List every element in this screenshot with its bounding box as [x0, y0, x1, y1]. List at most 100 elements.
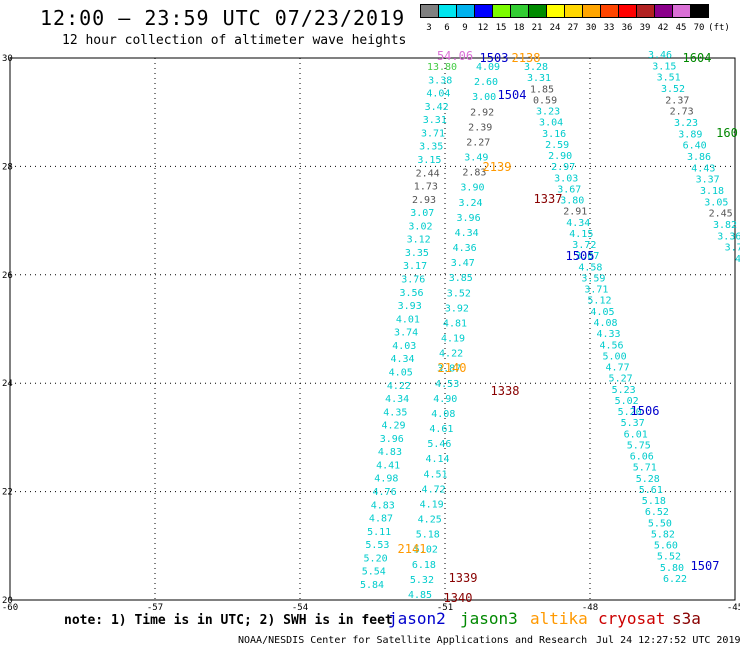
lat-tick-label: 20 [2, 596, 13, 606]
wave-height-label: 3.67 [557, 184, 581, 195]
wave-height-label: 4.72 [422, 484, 446, 495]
wave-height-label: 4.14 [425, 454, 449, 465]
wave-height-label: 4.87 [369, 514, 393, 525]
wave-height-label: 5.18 [416, 530, 440, 541]
color-swatch-label: 9 [462, 23, 468, 33]
lat-tick-label: 26 [2, 271, 13, 281]
wave-height-label: 5.61 [639, 485, 663, 496]
wave-height-label: 4.98 [374, 474, 398, 485]
wave-height-label: 3.7 [725, 243, 740, 254]
wave-height-label: 3.07 [410, 208, 434, 219]
pass-number-label: 1338 [491, 384, 520, 398]
lat-tick-label: 28 [2, 162, 13, 172]
color-swatch-label: 12 [477, 23, 489, 33]
wave-height-label: 6.52 [645, 507, 669, 518]
lon-tick-label: -51 [437, 603, 453, 613]
pass-number-label: 1604 [683, 51, 712, 65]
wave-height-label: 4.08 [431, 409, 455, 420]
wave-height-label: 5.20 [618, 407, 642, 418]
color-swatch-label: 3 [426, 23, 432, 33]
wave-height-label: 3.04 [539, 118, 563, 129]
wave-height-label: 3.17 [403, 261, 427, 272]
color-swatch-label: 21 [531, 23, 543, 33]
pass-number-label: 1339 [449, 571, 478, 585]
color-swatch-label: 39 [639, 23, 651, 33]
wave-height-label: 5.20 [364, 553, 388, 564]
wave-height-label: 4.34 [385, 394, 409, 405]
pass-number-label: 2138 [512, 51, 541, 65]
wave-height-label: 3.93 [398, 301, 422, 312]
wave-height-label: 3.82 [713, 220, 737, 231]
wave-height-label: 3.00 [472, 92, 496, 103]
color-swatch-label: 70 [693, 23, 705, 33]
color-scale-legend: 3 6 9 12 15 18 21 24 27 30 33 36 39 42 45 70 (ft) [420, 4, 730, 38]
wave-height-label: 3.89 [678, 129, 702, 140]
wave-height-label: 1.85 [530, 84, 554, 95]
wave-height-label: 2.44 [416, 168, 440, 179]
wave-height-label: 3.28 [524, 62, 548, 73]
pass-number-label: 1507 [691, 559, 720, 573]
wave-height-label: 3.87 [437, 364, 461, 375]
wave-height-label: 5.12 [587, 296, 611, 307]
wave-height-label: 3.86 [687, 152, 711, 163]
wave-height-label: 4.85 [408, 590, 432, 601]
wave-height-label: 5.11 [367, 527, 391, 538]
wave-height-label: 1.73 [414, 182, 438, 193]
color-swatch-label: 24 [549, 23, 561, 33]
wave-height-label: 5.82 [651, 529, 675, 540]
wave-height-label: 4.19 [441, 334, 465, 345]
wave-height-label: 3.56 [399, 288, 423, 299]
pass-number-label: 2139 [483, 160, 512, 174]
wave-height-label: 4.81 [443, 318, 467, 329]
lat-tick-label: 24 [2, 379, 13, 389]
wave-height-label: 4.34 [390, 354, 414, 365]
satellite-legend-item: altika [530, 609, 588, 628]
wave-height-label: 3.23 [536, 107, 560, 118]
wave-height-label: 3.24 [458, 198, 482, 209]
wave-height-label: 2.93 [412, 195, 436, 206]
wave-height-label: 3.03 [554, 173, 578, 184]
wave-height-label: 3.90 [460, 183, 484, 194]
color-swatch [690, 4, 709, 18]
wave-height-label: 5.46 [427, 439, 451, 450]
wave-height-label: 2.92 [470, 107, 494, 118]
color-swatch-label: 33 [603, 23, 615, 33]
wave-height-label: 6.06 [630, 452, 654, 463]
satellite-legend-item: jason3 [460, 609, 518, 628]
color-swatch-label: 27 [567, 23, 579, 33]
color-swatch-label: 30 [585, 23, 597, 33]
lon-tick-label: -54 [292, 603, 308, 613]
wave-height-label: 13.80 [427, 62, 457, 73]
wave-height-label: 2.73 [670, 107, 694, 118]
lat-tick-label: 22 [2, 488, 13, 498]
wave-height-label: 2.37 [665, 95, 689, 106]
wave-height-label: 2.90 [548, 151, 572, 162]
wave-height-label: 4.19 [420, 499, 444, 510]
wave-height-label: 3.35 [405, 248, 429, 259]
wave-height-label: 4.83 [371, 500, 395, 511]
color-swatch-label: 42 [657, 23, 669, 33]
wave-height-label: 4.61 [429, 424, 453, 435]
wave-height-label: 4.43 [691, 163, 715, 174]
wave-height-label: 3.72 [572, 240, 596, 251]
wave-height-label: 3.15 [652, 61, 676, 72]
wave-height-label: 4.09 [476, 62, 500, 73]
wave-height-label: 4.05 [590, 307, 614, 318]
wave-height-label: 5.27 [609, 374, 633, 385]
pass-number-label: 1337 [534, 192, 563, 206]
wave-height-label: 3.76 [401, 275, 425, 286]
lat-tick-label: 30 [2, 54, 13, 64]
satellite-legend-item: jason2 [388, 609, 446, 628]
wave-height-label: 4.36 [453, 243, 477, 254]
wave-height-label: 3.46 [648, 50, 672, 61]
wave-height-label: 3.23 [674, 118, 698, 129]
wave-height-label: 3.71 [421, 128, 445, 139]
page-subtitle: 12 hour collection of altimeter wave hei… [62, 33, 407, 48]
lon-tick-label: -57 [147, 603, 163, 613]
wave-height-label: 3.74 [394, 328, 418, 339]
wave-height-label: 3.02 [408, 221, 432, 232]
wave-height-label: 4.25 [418, 515, 442, 526]
wave-height-label: 4.35 [383, 407, 407, 418]
wave-height-label: 3.49 [464, 153, 488, 164]
